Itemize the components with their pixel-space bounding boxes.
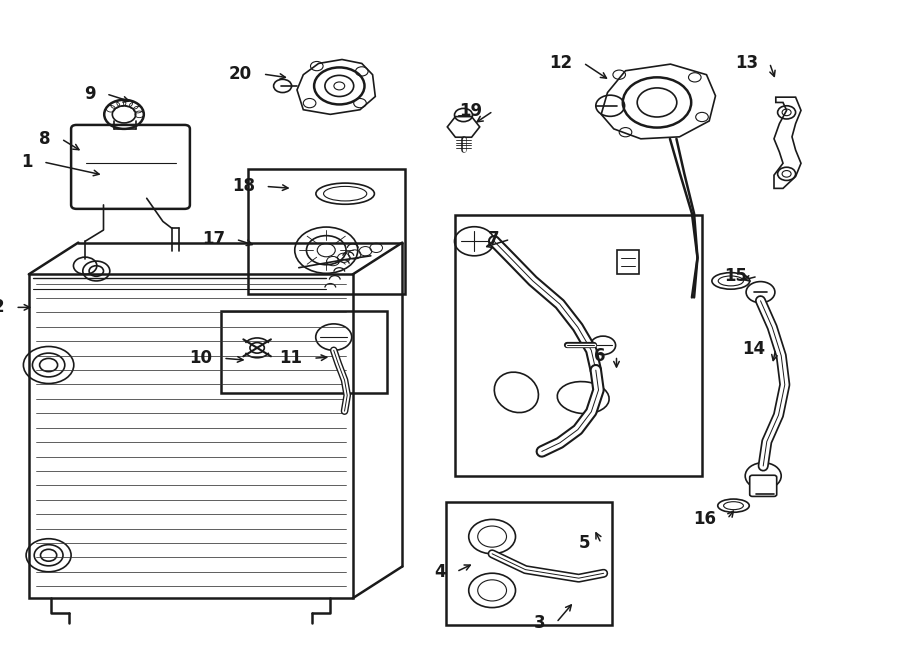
FancyBboxPatch shape (750, 475, 777, 496)
Bar (446, 502, 612, 625)
Text: 15: 15 (724, 267, 747, 286)
Text: 11: 11 (279, 349, 302, 368)
Text: 9: 9 (84, 85, 95, 103)
Text: 20: 20 (229, 65, 252, 83)
Polygon shape (774, 97, 801, 188)
Text: 6: 6 (594, 346, 606, 365)
Text: 17: 17 (202, 230, 225, 249)
Text: 14: 14 (742, 340, 765, 358)
Circle shape (610, 68, 704, 137)
Polygon shape (297, 59, 375, 114)
Text: 8: 8 (39, 130, 50, 148)
Text: 5: 5 (579, 534, 590, 553)
Polygon shape (601, 64, 716, 139)
Text: 16: 16 (693, 510, 716, 528)
Text: 3: 3 (534, 613, 545, 632)
Text: 19: 19 (459, 102, 482, 120)
Bar (454, 215, 702, 476)
Circle shape (274, 79, 292, 93)
Text: 12: 12 (549, 54, 572, 72)
Text: 7: 7 (488, 230, 500, 249)
Polygon shape (447, 116, 480, 137)
Bar (248, 169, 405, 294)
Bar (29, 274, 353, 598)
Text: 18: 18 (231, 177, 255, 196)
Text: 13: 13 (735, 54, 759, 72)
Text: 1: 1 (21, 153, 32, 171)
Text: 4: 4 (434, 563, 446, 581)
Bar (220, 311, 387, 393)
Text: 2: 2 (0, 298, 4, 317)
Bar (617, 250, 639, 274)
FancyBboxPatch shape (71, 125, 190, 209)
Text: 10: 10 (189, 349, 212, 368)
